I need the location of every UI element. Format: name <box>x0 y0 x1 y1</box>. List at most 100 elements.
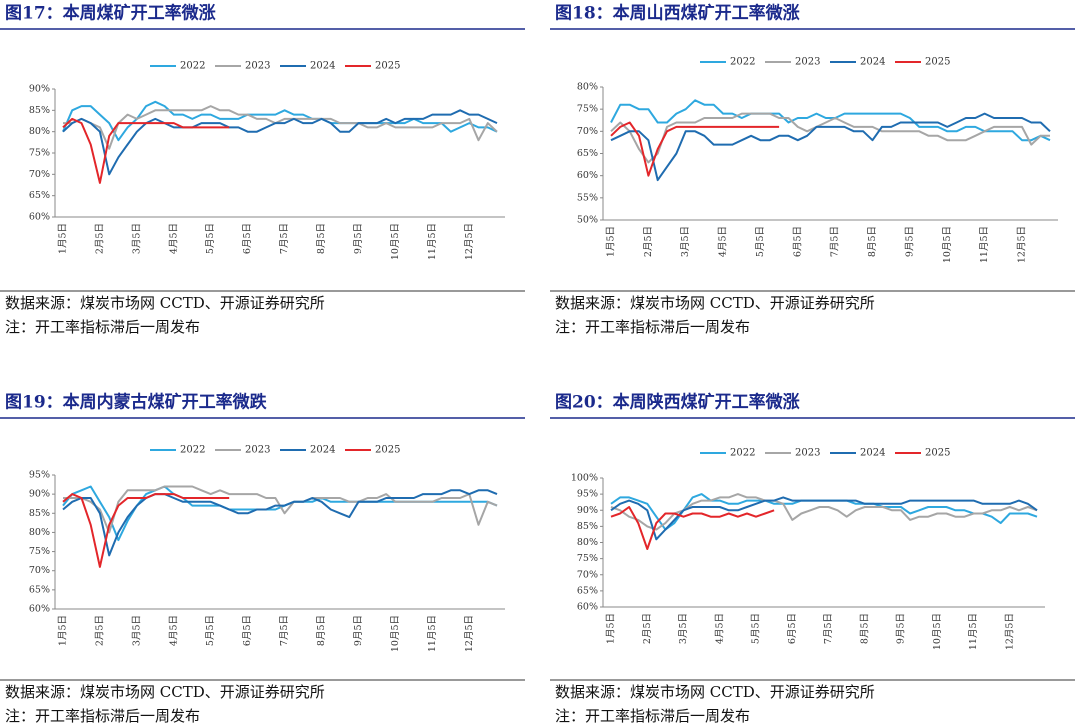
series-line <box>610 496 1038 541</box>
series-line <box>62 109 498 176</box>
y-tick-label: 70% <box>29 169 50 180</box>
x-tick-label: 1月5日 <box>58 615 69 646</box>
legend-label: 2025 <box>925 448 950 459</box>
x-tick-label: 11月5日 <box>968 613 979 650</box>
y-tick-label: 95% <box>577 489 598 500</box>
series-line <box>610 493 1038 531</box>
source: 数据来源：煤炭市场网 CCTD、开源证券研究所 <box>555 683 875 701</box>
y-tick-label: 100% <box>571 473 598 484</box>
x-tick-label: 1月5日 <box>58 223 69 254</box>
chart-title: 图19：本周内蒙古煤矿开工率微跌 <box>5 392 268 413</box>
x-tick-label: 12月5日 <box>1016 226 1027 263</box>
x-tick-label: 4月5日 <box>718 226 729 257</box>
x-tick-label: 11月5日 <box>979 226 990 263</box>
y-tick-label: 60% <box>577 170 598 181</box>
x-tick-label: 2月5日 <box>94 223 105 254</box>
y-tick-label: 80% <box>29 527 50 538</box>
legend-label: 2024 <box>310 445 335 456</box>
series-line <box>610 112 1051 182</box>
y-tick-label: 80% <box>577 537 598 548</box>
x-tick-label: 11月5日 <box>427 615 438 652</box>
x-tick-label: 6月5日 <box>242 223 253 254</box>
x-tick-label: 5月5日 <box>755 226 766 257</box>
y-tick-label: 95% <box>29 470 50 481</box>
series-line <box>62 100 498 142</box>
x-tick-label: 12月5日 <box>1004 613 1015 650</box>
series-line <box>62 117 230 184</box>
series-line <box>610 493 1038 531</box>
legend-label: 2023 <box>795 448 820 459</box>
x-tick-label: 7月5日 <box>279 615 290 646</box>
series-line <box>610 112 1050 164</box>
x-tick-label: 3月5日 <box>680 226 691 257</box>
x-tick-label: 1月5日 <box>606 226 617 257</box>
y-tick-label: 55% <box>577 192 598 203</box>
y-tick-label: 90% <box>29 84 50 95</box>
y-tick-label: 75% <box>29 148 50 159</box>
y-tick-label: 75% <box>577 553 598 564</box>
legend-label: 2023 <box>795 57 820 68</box>
legend-label: 2024 <box>860 57 885 68</box>
x-tick-label: 12月5日 <box>464 223 475 260</box>
y-tick-label: 75% <box>29 546 50 557</box>
x-tick-label: 1月5日 <box>606 613 617 644</box>
y-tick-label: 60% <box>577 602 598 613</box>
x-tick-label: 8月5日 <box>316 223 327 254</box>
series-line <box>63 105 498 150</box>
legend-label: 2022 <box>730 57 755 68</box>
y-tick-label: 85% <box>29 508 50 519</box>
y-tick-label: 90% <box>29 489 50 500</box>
x-tick-label: 4月5日 <box>168 223 179 254</box>
y-tick-label: 80% <box>577 82 598 93</box>
note: 注：开工率指标滞后一周发布 <box>5 318 200 336</box>
x-tick-label: 10月5日 <box>932 613 943 650</box>
legend-label: 2024 <box>860 448 885 459</box>
chart-title: 图18：本周山西煤矿开工率微涨 <box>555 3 800 24</box>
x-tick-label: 8月5日 <box>859 613 870 644</box>
series-line <box>610 121 780 177</box>
x-tick-label: 7月5日 <box>823 613 834 644</box>
x-tick-label: 5月5日 <box>205 223 216 254</box>
y-tick-label: 60% <box>29 212 50 223</box>
y-tick-label: 75% <box>577 104 598 115</box>
legend-label: 2023 <box>245 61 270 72</box>
y-tick-label: 85% <box>29 105 50 116</box>
y-tick-label: 65% <box>577 148 598 159</box>
x-tick-label: 10月5日 <box>942 226 953 263</box>
x-tick-label: 6月5日 <box>792 226 803 257</box>
legend-label: 2025 <box>375 445 400 456</box>
y-tick-label: 70% <box>577 126 598 137</box>
x-tick-label: 10月5日 <box>390 223 401 260</box>
x-tick-label: 5月5日 <box>205 615 216 646</box>
legend-label: 2025 <box>925 57 950 68</box>
source: 数据来源：煤炭市场网 CCTD、开源证券研究所 <box>5 683 325 701</box>
legend-label: 2023 <box>245 445 270 456</box>
legend-label: 2022 <box>180 61 205 72</box>
source: 数据来源：煤炭市场网 CCTD、开源证券研究所 <box>5 294 325 312</box>
series-line <box>610 506 775 550</box>
legend-label: 2022 <box>730 448 755 459</box>
y-tick-label: 70% <box>577 569 598 580</box>
note: 注：开工率指标滞后一周发布 <box>5 707 200 725</box>
x-tick-label: 7月5日 <box>830 226 841 257</box>
x-tick-label: 9月5日 <box>353 223 364 254</box>
x-tick-label: 2月5日 <box>94 615 105 646</box>
x-tick-label: 12月5日 <box>464 615 475 652</box>
y-tick-label: 65% <box>29 584 50 595</box>
chart-title: 图20：本周陕西煤矿开工率微涨 <box>555 392 800 413</box>
x-tick-label: 4月5日 <box>714 613 725 644</box>
series-line <box>610 99 1051 142</box>
x-tick-label: 9月5日 <box>896 613 907 644</box>
series-line <box>62 493 230 568</box>
x-tick-label: 3月5日 <box>131 615 142 646</box>
y-tick-label: 85% <box>577 521 598 532</box>
y-tick-label: 80% <box>29 126 50 137</box>
x-tick-label: 9月5日 <box>353 615 364 646</box>
x-tick-label: 8月5日 <box>316 615 327 646</box>
source: 数据来源：煤炭市场网 CCTD、开源证券研究所 <box>555 294 875 312</box>
x-tick-label: 11月5日 <box>427 223 438 260</box>
y-tick-label: 50% <box>577 215 598 226</box>
x-tick-label: 9月5日 <box>904 226 915 257</box>
x-tick-label: 5月5日 <box>751 613 762 644</box>
